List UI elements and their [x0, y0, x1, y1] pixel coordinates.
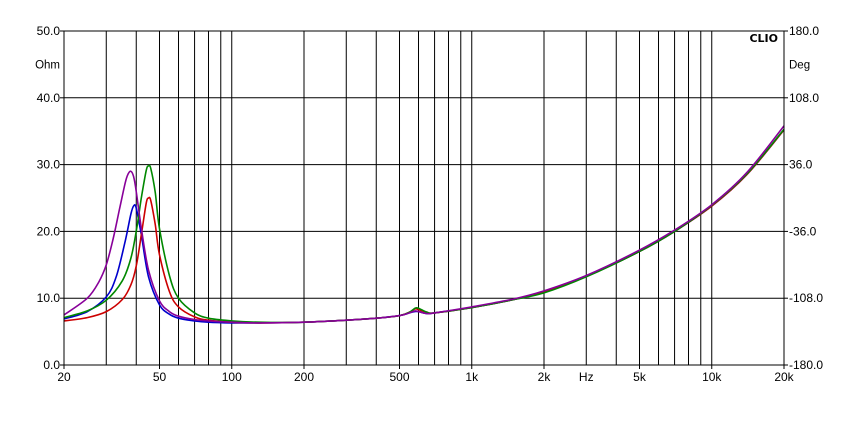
y-left-unit-label: Ohm	[35, 59, 60, 71]
x-tick-label: 5k	[633, 370, 647, 384]
y-left-tick-label: 50.0	[37, 24, 61, 38]
plot-area	[64, 31, 784, 365]
y-left-tick-label: 20.0	[37, 224, 61, 238]
y-left-tick-label: 0.0	[43, 358, 60, 372]
x-tick-label: 50	[153, 370, 167, 384]
brand-label: CLIO	[749, 32, 778, 45]
y-left-tick-label: 40.0	[37, 91, 61, 105]
x-tick-label: 20	[57, 370, 71, 384]
x-tick-label: 20k	[774, 370, 794, 384]
series-line-4	[63, 125, 785, 324]
x-tick-label: 10k	[702, 370, 722, 384]
grid	[64, 31, 784, 365]
y-right-tick-label: 180.0	[789, 24, 819, 38]
y-right-tick-label: -108.0	[789, 291, 823, 305]
series-group	[63, 125, 785, 324]
x-tick-label: 100	[222, 370, 242, 384]
x-tick-label: 500	[389, 370, 409, 384]
plot-frame	[63, 30, 785, 366]
y-left-tick-label: 10.0	[37, 291, 61, 305]
brand-bg	[736, 32, 782, 45]
y-right-unit-label: Deg	[789, 59, 810, 71]
x-unit-label: Hz	[579, 370, 594, 384]
y-right-tick-label: -36.0	[789, 224, 817, 238]
y-right-tick-label: 36.0	[789, 158, 813, 172]
y-right-tick-label: 108.0	[789, 91, 819, 105]
y-left-tick-label: 30.0	[37, 158, 61, 172]
x-tick-label: 1k	[465, 370, 479, 384]
x-tick-label: 200	[294, 370, 314, 384]
axis-labels: 0.0 10.0 20.0 30.0 40.0 50.0 -180.0 -108.0 -36.0…	[35, 24, 823, 384]
x-tick-label: 2k	[538, 370, 552, 384]
y-right-tick-label: -180.0	[789, 358, 823, 372]
